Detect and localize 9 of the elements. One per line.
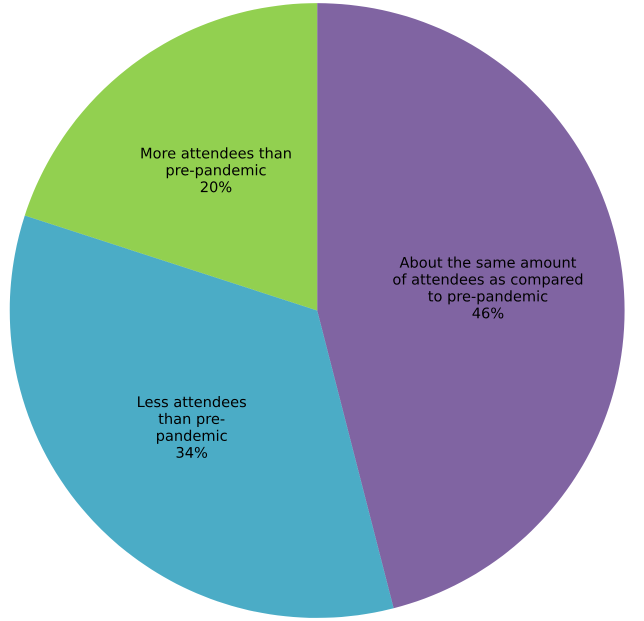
pie-slice [24, 3, 318, 310]
slice-label: More attendees than pre-pandemic [141, 147, 291, 178]
pie-slice [10, 216, 394, 618]
data-label: 46% [472, 307, 504, 318]
slice-label: Less attendees than pre- pandemic [138, 396, 246, 444]
data-label: 20% [200, 181, 232, 192]
pie-slice [317, 3, 625, 608]
slice-label: About the same amount of attendees as compared to pre-pandemic [393, 256, 582, 304]
data-label: 34% [176, 446, 208, 458]
